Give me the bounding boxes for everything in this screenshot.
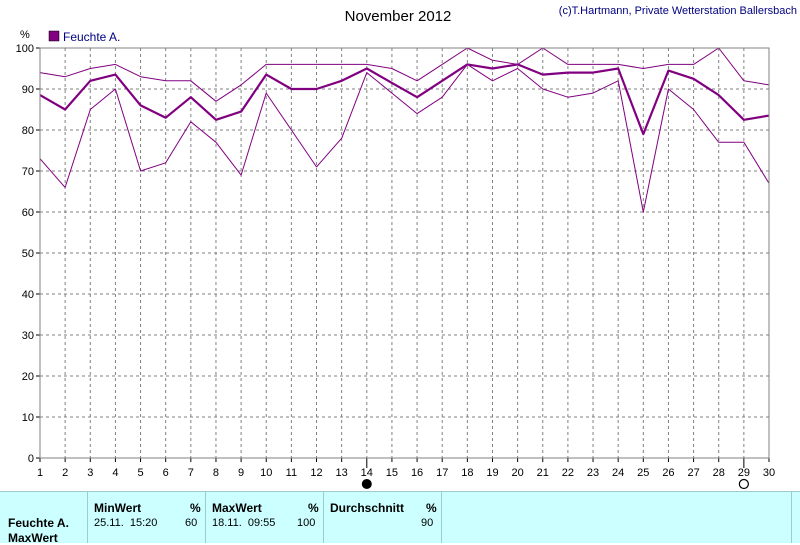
x-tick-label: 29 — [738, 467, 750, 479]
x-tick-label: 9 — [238, 467, 244, 479]
series-lines — [39, 47, 770, 213]
stats-max-unit: % — [308, 501, 319, 515]
x-tick-label: 14 — [361, 467, 373, 479]
moon-markers — [361, 478, 749, 490]
x-tick-label: 27 — [687, 467, 699, 479]
x-axis-ticks: 1 2 3 4 5 6 7 8 9 10 11 12 13 14 15 16 17 18 19 20 21 22 23 24 2… — [37, 458, 775, 479]
y-tick-label: 30 — [22, 330, 34, 342]
x-tick-label: 6 — [163, 467, 169, 479]
x-tick-label: 4 — [112, 467, 118, 479]
y-tick-label: 10 — [22, 412, 34, 424]
y-tick-label: 80 — [22, 125, 34, 137]
series-line-max — [39, 47, 770, 102]
new-moon-marker — [738, 478, 749, 490]
y-axis-unit: % — [20, 29, 30, 41]
stats-empty-col — [441, 492, 792, 543]
x-tick-label: 7 — [188, 467, 194, 479]
x-tick-label: 16 — [411, 467, 423, 479]
stats-row-label: Feuchte A. — [8, 516, 69, 530]
chart-credit: (c)T.Hartmann, Private Wetterstation Bal… — [559, 5, 797, 17]
x-tick-label: 2 — [62, 467, 68, 479]
stats-avg-unit: % — [426, 501, 437, 515]
y-tick-label: 90 — [22, 84, 34, 96]
y-tick-label: 50 — [22, 248, 34, 260]
y-axis-ticks: 0 10 20 30 40 50 60 70 80 90 100 — [16, 43, 40, 465]
x-tick-label: 19 — [486, 467, 498, 479]
stats-panel: Feuchte A. MaxWert MinWert % 25.11. 15:2… — [0, 491, 800, 545]
x-tick-label: 1 — [37, 467, 43, 479]
x-tick-label: 17 — [436, 467, 448, 479]
x-tick-label: 30 — [763, 467, 775, 479]
x-tick-label: 5 — [137, 467, 143, 479]
plot-frame — [39, 47, 770, 459]
x-tick-label: 26 — [662, 467, 674, 479]
series-line-mean — [39, 63, 770, 136]
stats-row-label-2: MaxWert — [8, 531, 58, 545]
x-tick-label: 28 — [713, 467, 725, 479]
stats-max-col: MaxWert % 18.11. 09:55 100 — [205, 492, 324, 543]
stats-max-datetime: 18.11. 09:55 — [212, 517, 276, 529]
y-tick-label: 70 — [22, 166, 34, 178]
stats-min-col: MinWert % 25.11. 15:20 60 — [87, 492, 206, 543]
y-tick-label: 20 — [22, 371, 34, 383]
x-tick-label: 10 — [260, 467, 272, 479]
x-tick-label: 12 — [310, 467, 322, 479]
legend-label: Feuchte A. — [63, 30, 120, 44]
x-tick-label: 20 — [511, 467, 523, 479]
stats-max-header: MaxWert — [212, 501, 262, 515]
x-tick-label: 8 — [213, 467, 219, 479]
x-tick-label: 18 — [461, 467, 473, 479]
stats-avg-header: Durchschnitt — [330, 501, 405, 515]
y-tick-label: 60 — [22, 207, 34, 219]
stats-min-value: 60 — [185, 517, 198, 529]
x-tick-label: 3 — [87, 467, 93, 479]
x-tick-label: 23 — [587, 467, 599, 479]
legend-swatch — [48, 30, 60, 42]
x-tick-label: 24 — [612, 467, 624, 479]
chart-title: November 2012 — [345, 8, 452, 25]
humidity-chart: November 2012 (c)T.Hartmann, Private Wet… — [16, 5, 797, 490]
stats-min-header: MinWert — [94, 501, 142, 515]
stats-min-datetime: 25.11. 15:20 — [94, 517, 158, 529]
stats-avg-col: Durchschnitt % 90 — [323, 492, 442, 543]
y-tick-label: 40 — [22, 289, 34, 301]
x-tick-label: 13 — [336, 467, 348, 479]
stats-min-unit: % — [190, 501, 201, 515]
stats-max-value: 100 — [297, 517, 316, 529]
grid — [40, 48, 769, 458]
x-tick-label: 25 — [637, 467, 649, 479]
stats-avg-value: 90 — [421, 517, 434, 529]
x-tick-label: 15 — [386, 467, 398, 479]
full-moon-marker — [361, 479, 372, 489]
series-line-min — [39, 63, 770, 213]
x-tick-label: 22 — [562, 467, 574, 479]
x-tick-label: 11 — [286, 467, 297, 479]
y-tick-label: 100 — [16, 43, 34, 55]
stats-row-label-col: Feuchte A. MaxWert — [0, 492, 88, 545]
x-tick-label: 21 — [537, 467, 549, 479]
y-tick-label: 0 — [28, 453, 34, 465]
